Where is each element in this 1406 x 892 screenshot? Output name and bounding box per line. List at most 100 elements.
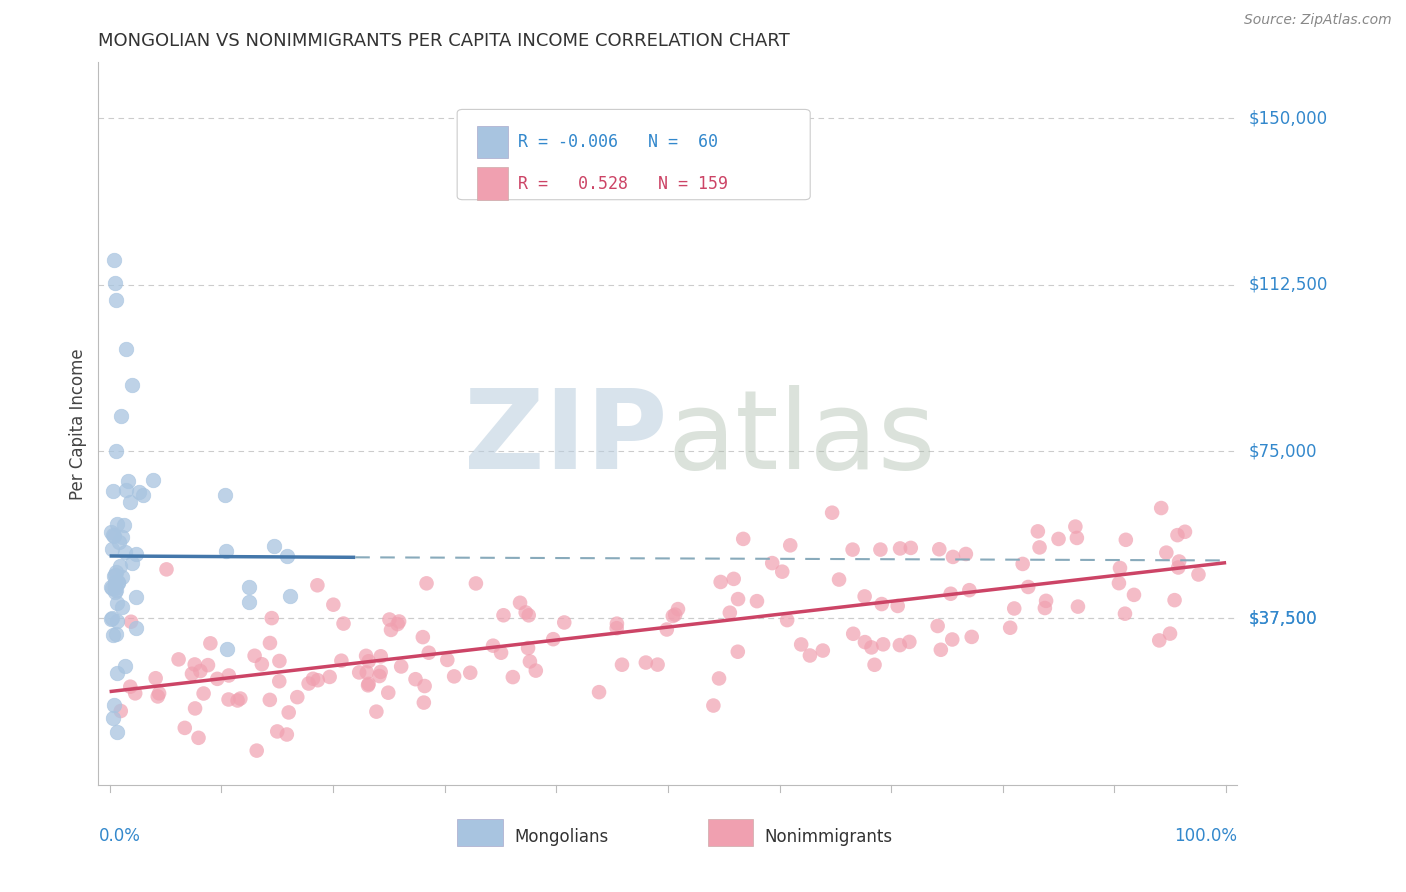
Point [662,609,685,624]
Point [238,595,260,609]
Point [389,659,412,673]
Point [519,655,541,669]
Point [103,529,125,543]
Point [853,635,876,649]
Point [710,574,733,589]
Point [370,665,392,679]
Point [115,483,138,497]
Text: R = -0.006   N =  60: R = -0.006 N = 60 [517,133,717,151]
Point [103,528,125,542]
Point [229,691,252,706]
Point [121,556,143,570]
Point [1026,524,1049,539]
Text: ZIP: ZIP [464,384,668,491]
Point [146,690,169,704]
Point [354,648,377,663]
Point [318,670,340,684]
Point [105,516,128,531]
Point [103,698,125,712]
Point [492,608,515,623]
Point [863,657,886,672]
Point [259,636,281,650]
Point [107,575,129,590]
Point [141,473,163,487]
Point [606,616,628,631]
Point [960,630,983,644]
Point [415,576,437,591]
Point [238,580,260,594]
Point [187,731,209,745]
Point [770,565,793,579]
Point [218,668,240,682]
Point [193,686,215,700]
Point [790,637,813,651]
Point [1167,560,1189,574]
Point [1028,541,1050,555]
Point [1002,601,1025,615]
Point [104,574,127,589]
Point [1166,528,1188,542]
Point [1109,561,1132,575]
Point [266,724,288,739]
Point [155,562,177,576]
Point [188,664,211,678]
Point [412,630,434,644]
Point [105,293,128,308]
Point [110,600,132,615]
Point [200,636,222,650]
Point [145,671,167,685]
Point [502,670,524,684]
Text: atlas: atlas [668,384,936,491]
Point [110,409,132,423]
Text: $112,500: $112,500 [1249,276,1327,293]
Point [217,641,239,656]
Text: $37,500: $37,500 [1249,609,1317,627]
Point [776,613,799,627]
Point [464,576,486,591]
Point [900,541,922,555]
Point [105,614,128,628]
Point [105,666,128,681]
Point [100,580,122,594]
Point [114,544,136,558]
Point [104,585,127,599]
Point [842,627,865,641]
Text: $75,000: $75,000 [1249,442,1317,460]
Point [1168,554,1191,568]
Point [841,542,863,557]
Point [101,610,124,624]
Text: $150,000: $150,000 [1249,109,1327,127]
Point [634,656,657,670]
Point [727,592,749,607]
Point [322,598,344,612]
Point [105,627,128,641]
Point [101,581,124,595]
Point [103,628,125,642]
Point [368,669,391,683]
Point [799,648,821,663]
Point [998,621,1021,635]
Point [100,612,122,626]
Point [1150,501,1173,516]
Text: R =   0.528   N = 159: R = 0.528 N = 159 [517,175,727,193]
Point [664,607,686,622]
Point [821,506,844,520]
Point [118,495,141,509]
Point [226,693,249,707]
Point [1187,567,1209,582]
Point [104,581,127,595]
Point [370,649,392,664]
Text: 100.0%: 100.0% [1174,827,1237,845]
Point [100,525,122,540]
Point [610,657,633,672]
Point [541,632,564,647]
Point [243,648,266,663]
Point [356,665,378,680]
Point [1067,599,1090,614]
Point [107,724,129,739]
Point [307,578,329,592]
Point [263,539,285,553]
Point [418,646,440,660]
Point [655,623,678,637]
Point [666,602,689,616]
